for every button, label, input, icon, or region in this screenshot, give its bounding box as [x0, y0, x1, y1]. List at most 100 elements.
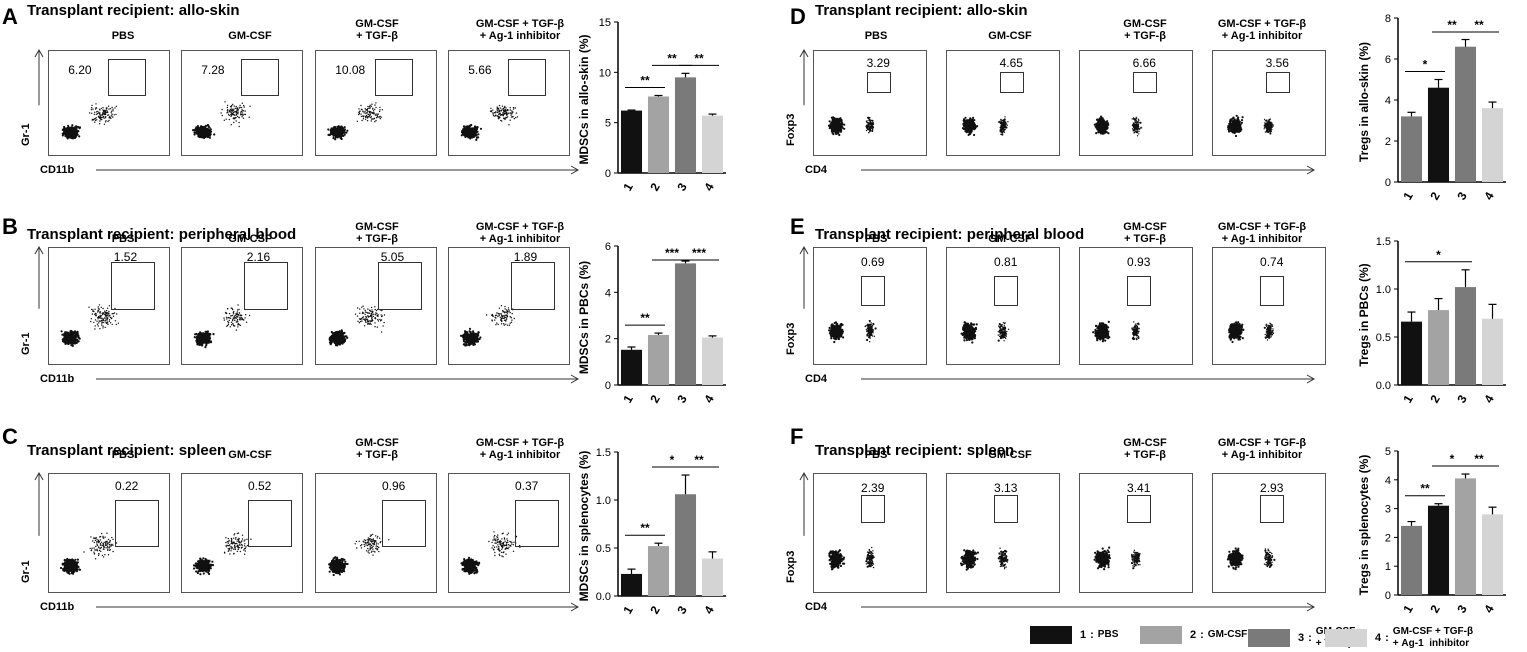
event-dot [77, 130, 80, 133]
event-dot [494, 319, 496, 321]
event-dot [83, 551, 85, 553]
event-dot [333, 569, 337, 572]
event-dot [366, 110, 369, 112]
event-dot [97, 308, 100, 310]
event-dot [489, 110, 492, 112]
event-dot [237, 323, 240, 325]
event-dot [368, 323, 370, 325]
event-dot [377, 543, 379, 545]
event-dot [230, 110, 232, 112]
event-dot [367, 537, 369, 539]
event-dot [108, 310, 110, 313]
flow-scatter [192, 101, 251, 139]
event-dot [228, 539, 230, 542]
event-dot [498, 110, 501, 113]
event-dot [507, 307, 510, 309]
flow-scatter [460, 104, 519, 141]
event-dot [335, 566, 338, 569]
event-dot [369, 322, 371, 324]
event-dot [208, 131, 211, 134]
event-dot [497, 323, 499, 326]
event-dot [365, 550, 368, 552]
event-dot [491, 320, 493, 322]
gate-box [240, 59, 279, 96]
event-dot [360, 113, 362, 115]
condition-header: GM-CSF [190, 449, 310, 461]
event-dot [506, 116, 509, 118]
event-dot [341, 562, 344, 565]
event-dot [199, 132, 202, 135]
event-dot [496, 106, 498, 108]
event-dot [97, 316, 99, 319]
event-dot [94, 121, 96, 123]
event-dot [469, 124, 472, 127]
event-dot [343, 565, 346, 568]
event-dot [103, 123, 106, 126]
event-dot [358, 322, 360, 324]
event-dot [472, 127, 476, 130]
event-dot [204, 333, 207, 336]
event-dot [104, 544, 107, 547]
condition-header-line: GM-CSF + TGF-β [475, 18, 565, 30]
event-dot [492, 545, 494, 547]
event-dot [242, 117, 245, 119]
event-dot [104, 314, 106, 316]
event-dot [470, 129, 473, 132]
event-dot [104, 310, 106, 312]
event-dot [104, 543, 107, 545]
event-dot [361, 311, 364, 313]
event-dot [470, 333, 473, 336]
event-dot [497, 116, 500, 118]
event-dot [195, 128, 198, 131]
event-dot [504, 118, 506, 121]
event-dot [229, 108, 232, 111]
flow-scatter [59, 532, 118, 575]
event-dot [66, 566, 69, 569]
event-dot [498, 109, 500, 111]
event-dot [229, 547, 231, 549]
event-dot [511, 319, 513, 321]
event-dot [91, 118, 94, 121]
event-dot [338, 566, 341, 569]
event-dot [231, 315, 233, 317]
event-dot [73, 132, 76, 135]
event-dot [102, 327, 104, 329]
event-dot [339, 559, 342, 562]
event-dot [371, 118, 373, 120]
event-dot [197, 333, 200, 336]
event-dot [502, 113, 504, 115]
event-dot [200, 333, 203, 336]
event-dot [485, 314, 488, 316]
event-dot [241, 543, 243, 546]
event-dot [64, 127, 68, 130]
event-dot [204, 346, 207, 349]
event-dot [234, 542, 236, 545]
event-dot [198, 335, 201, 338]
event-dot [105, 317, 108, 319]
event-dot [231, 104, 233, 107]
event-dot [503, 537, 506, 539]
event-dot [102, 111, 104, 114]
event-dot [97, 318, 99, 320]
event-dot [236, 311, 238, 313]
gate-box [507, 59, 546, 96]
event-dot [358, 112, 360, 114]
gate-percentage: 6.20 [68, 63, 92, 78]
event-dot [472, 343, 475, 346]
event-dot [197, 570, 200, 573]
event-dot [236, 540, 238, 542]
event-dot [66, 557, 69, 561]
event-dot [468, 129, 471, 132]
event-dot [497, 108, 499, 110]
event-dot [364, 311, 367, 313]
event-dot [93, 113, 96, 115]
event-dot [504, 112, 507, 114]
event-dot [331, 129, 334, 132]
event-dot [237, 532, 240, 534]
flow-plot: 0.96 [315, 473, 437, 593]
event-dot [363, 318, 366, 320]
event-dot [102, 535, 104, 537]
event-dot [225, 544, 227, 547]
event-dot [472, 131, 475, 134]
event-dot [372, 554, 374, 556]
